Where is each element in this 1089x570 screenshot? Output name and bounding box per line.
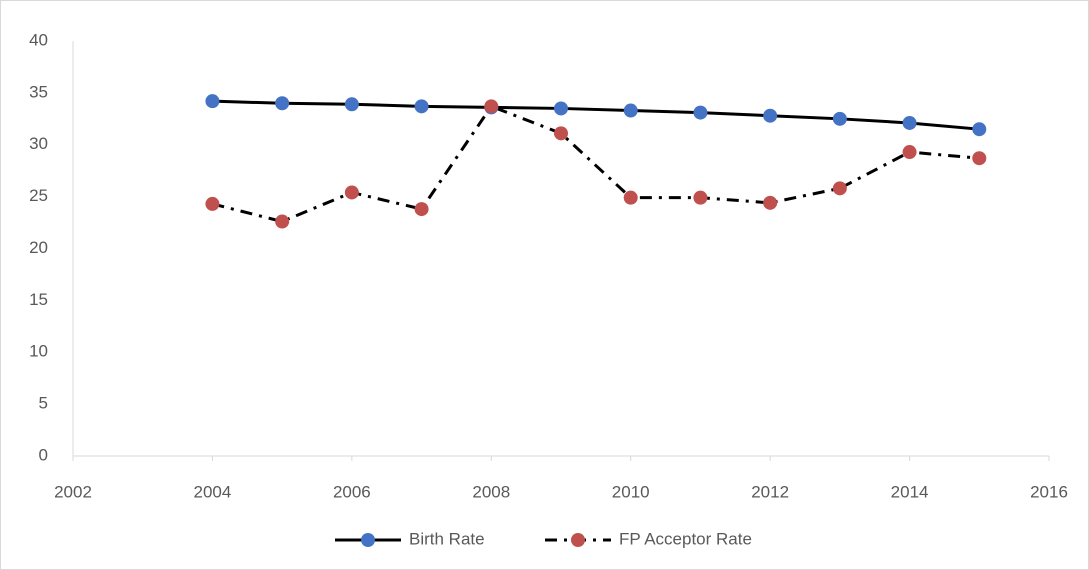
marker [972,151,987,166]
y-tick-label: 35 [29,82,48,101]
marker [763,108,778,123]
marker [693,105,708,120]
marker [972,122,987,137]
x-tick-label: 2008 [472,482,510,501]
x-tick-label: 2004 [194,482,232,501]
y-tick-label: 0 [39,445,48,464]
marker [832,181,847,196]
marker [344,97,359,112]
x-tick-label: 2016 [1030,482,1068,501]
marker [275,214,290,229]
marker [902,115,917,130]
marker [693,190,708,205]
series-line [212,99,980,131]
marker [414,202,429,217]
marker [623,103,638,118]
legend-marker [361,533,375,547]
marker [623,190,638,205]
marker [205,94,220,109]
x-tick-label: 2002 [54,482,92,501]
legend-marker [571,533,585,547]
series-line [212,104,980,224]
marker [902,145,917,160]
marker [344,185,359,200]
marker [414,99,429,114]
y-tick-label: 25 [29,186,48,205]
x-tick-label: 2010 [612,482,650,501]
y-tick-label: 10 [29,342,48,361]
legend-label: FP Acceptor Rate [619,529,752,548]
marker [554,101,568,116]
x-tick-label: 2012 [751,482,789,501]
y-tick-label: 40 [29,30,48,49]
marker [275,96,290,111]
y-tick-label: 30 [29,134,48,153]
x-tick-label: 2014 [891,482,929,501]
marker [205,196,220,211]
y-tick-label: 15 [29,290,48,309]
marker [484,99,499,114]
legend-label: Birth Rate [409,529,485,548]
marker [554,126,568,141]
marker [763,195,778,210]
y-tick-label: 5 [39,394,48,413]
y-tick-label: 20 [29,238,48,257]
marker [832,111,847,126]
x-tick-label: 2006 [333,482,371,501]
